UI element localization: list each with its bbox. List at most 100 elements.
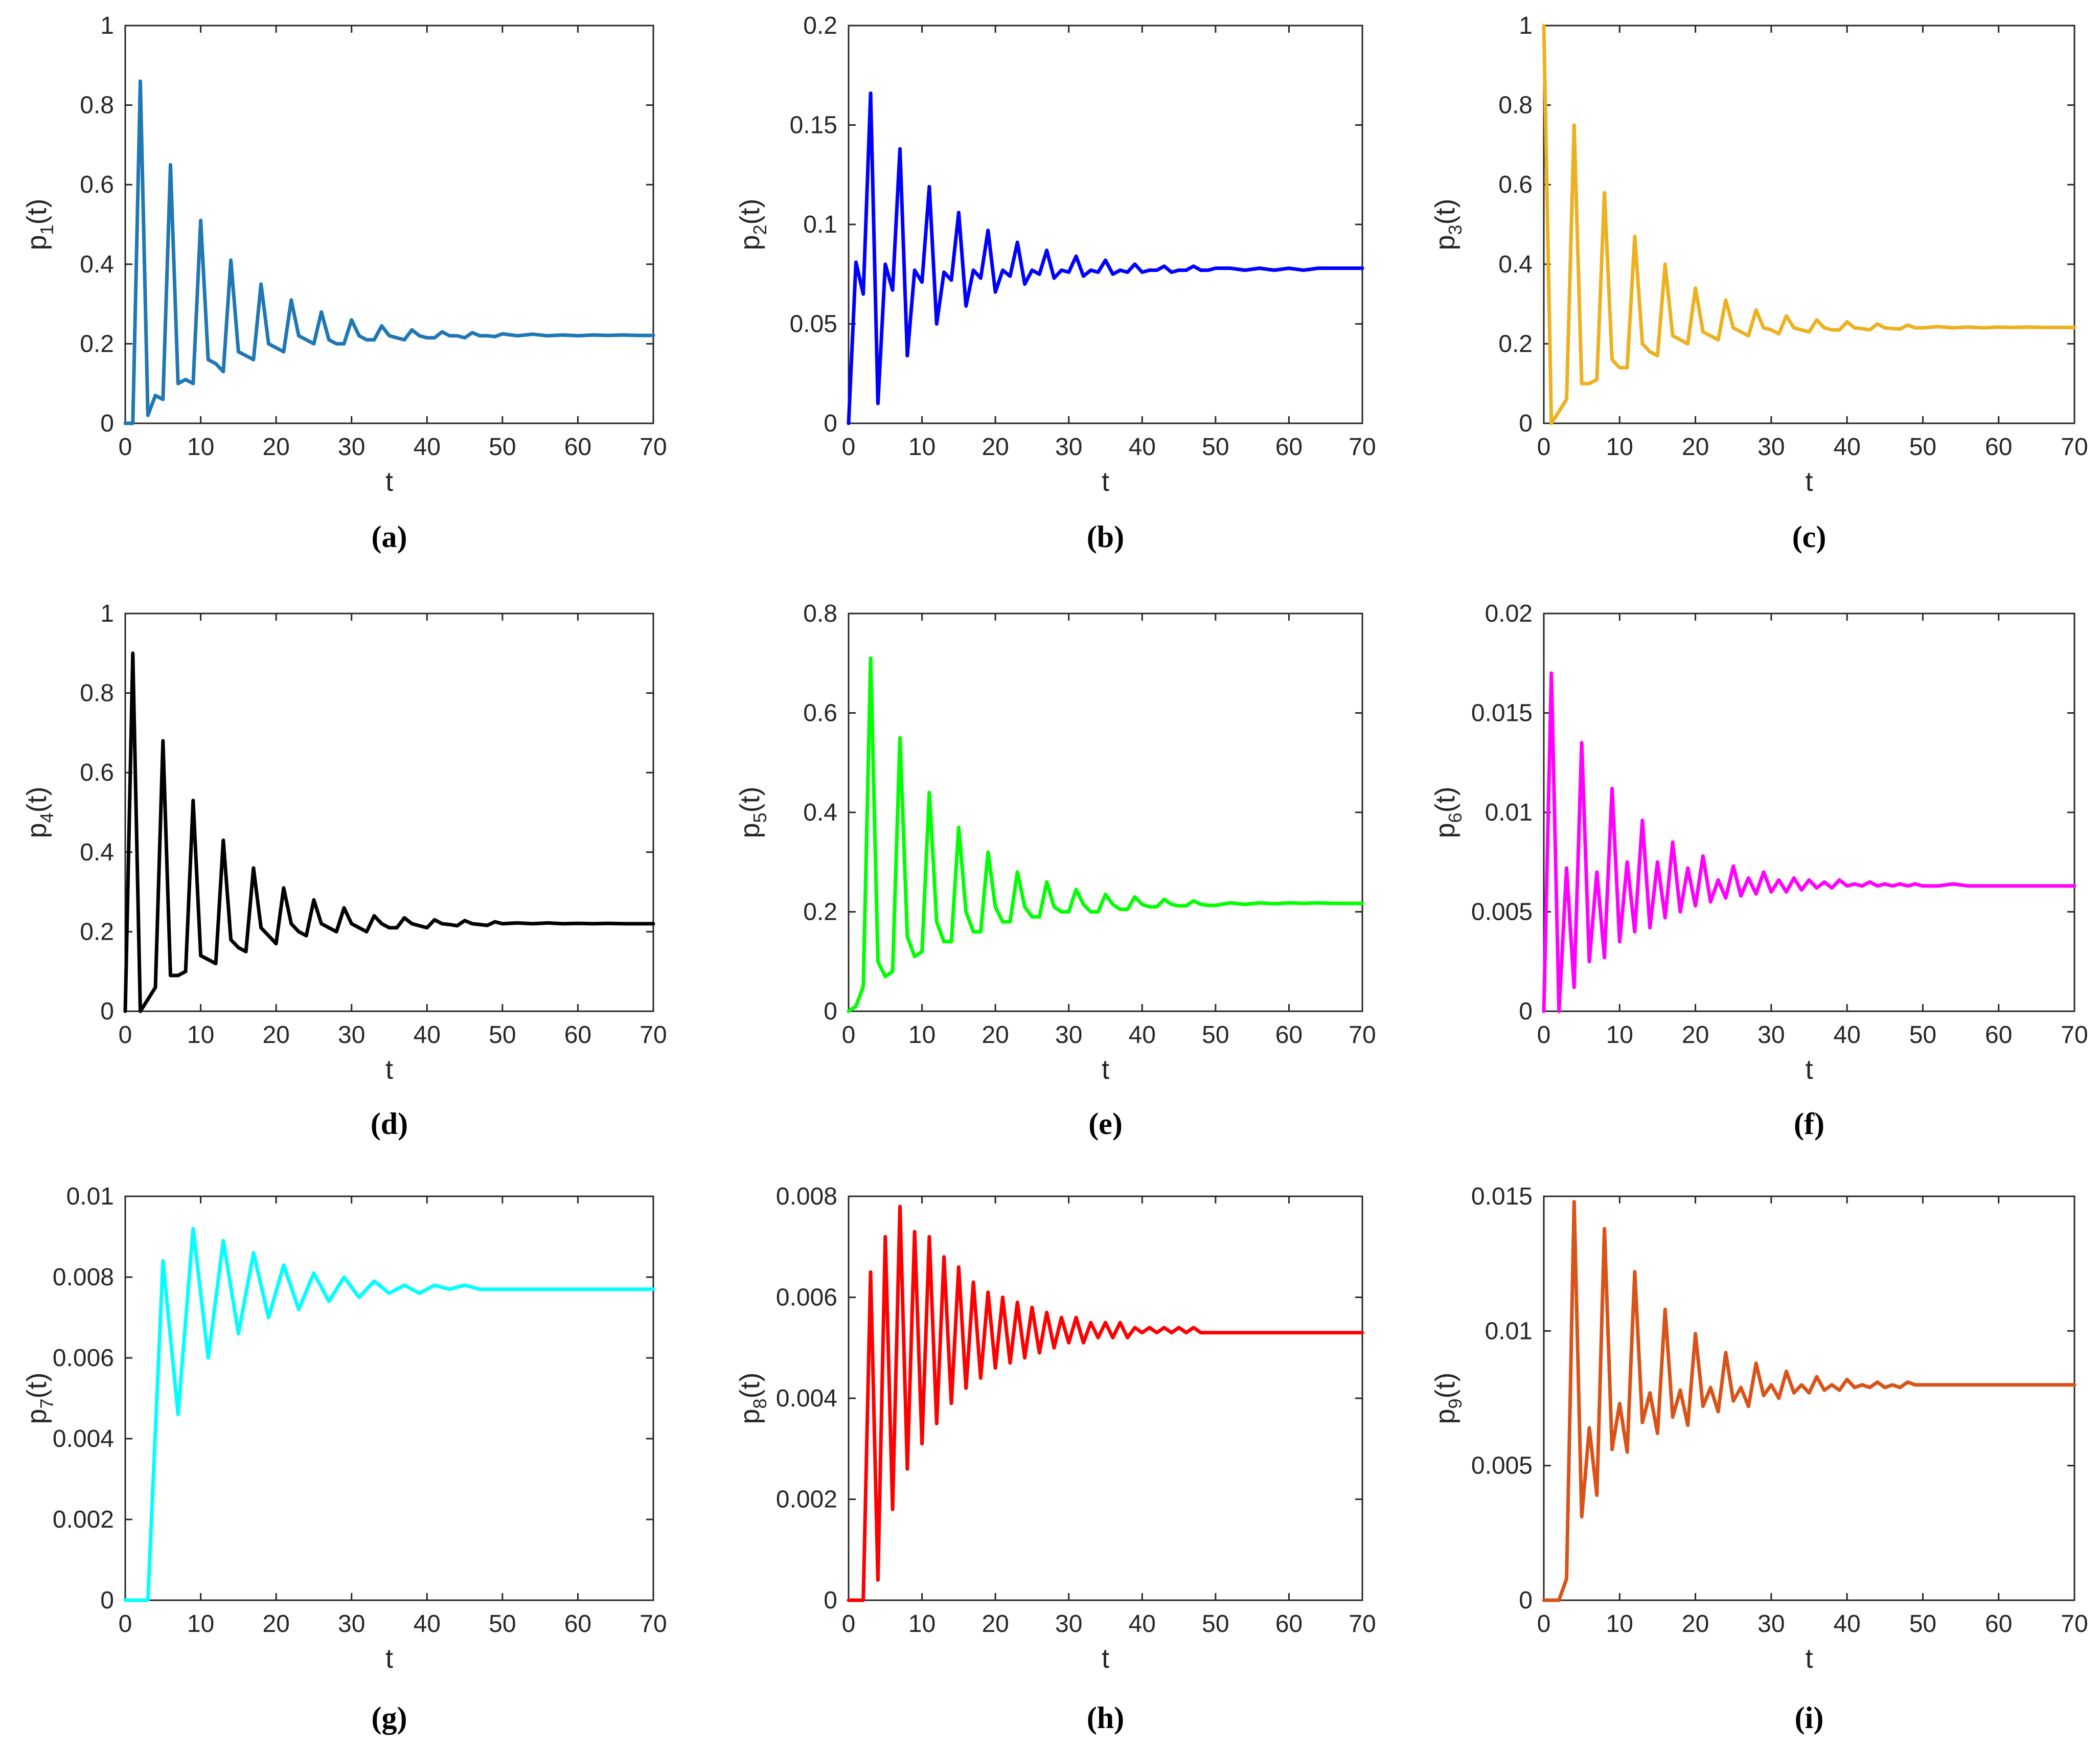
- x-tick-label: 50: [489, 1610, 516, 1638]
- y-tick-label: 0.02: [1485, 600, 1533, 627]
- x-tick-label: 10: [187, 1610, 214, 1638]
- y-tick-label: 0.6: [803, 700, 837, 727]
- x-tick-label: 20: [981, 1610, 1009, 1638]
- axes-box: [848, 612, 1363, 1012]
- x-axis-label: t: [385, 1643, 393, 1674]
- x-tick-label: 30: [338, 1610, 365, 1638]
- chart-panel-9: 0 10 20 30 40 50 60 70 0 0.005 0.01 0.015 t p9(t) (i): [1430, 1183, 2088, 1735]
- x-tick-label: 60: [564, 434, 591, 461]
- y-axis-label: p2(t): [735, 198, 770, 250]
- x-tick-label: 0: [1537, 1021, 1551, 1049]
- x-tick-label: 70: [640, 434, 667, 461]
- y-axis-label-base: p: [1430, 235, 1460, 250]
- y-tick-label: 0.01: [1485, 1318, 1533, 1345]
- y-tick-label: 0.015: [1471, 700, 1533, 727]
- y-tick-label: 0.006: [53, 1345, 114, 1372]
- y-tick-label: 0.004: [53, 1425, 114, 1452]
- y-tick-label: 0.4: [80, 839, 114, 866]
- y-tick-label: 0.01: [1485, 799, 1533, 826]
- y-tick-label: 0.4: [1498, 251, 1533, 278]
- x-axis-label: t: [385, 1054, 393, 1085]
- x-tick-label: 50: [489, 1021, 516, 1049]
- y-axis-label-base: p: [735, 235, 765, 250]
- x-tick-label: 50: [489, 434, 516, 461]
- panel-caption: (d): [371, 1107, 408, 1141]
- chart-panel-2: 0 10 20 30 40 50 60 70 0 0.05 0.1 0.15 0.2 t p2(t) (b): [735, 12, 1376, 554]
- y-axis-label-base: p: [1430, 823, 1460, 838]
- x-tick-label: 10: [187, 1021, 214, 1049]
- y-axis-label-tail: (t): [735, 1372, 765, 1398]
- y-tick-label: 0: [100, 410, 114, 437]
- panel-caption: (g): [372, 1701, 407, 1735]
- x-tick-label: 40: [1129, 1610, 1156, 1638]
- y-tick-label: 0: [824, 1587, 837, 1614]
- x-tick-label: 30: [1757, 1610, 1785, 1638]
- x-tick-label: 70: [640, 1021, 667, 1049]
- y-axis-label: p3(t): [1430, 198, 1466, 250]
- panel-caption: (e): [1088, 1107, 1123, 1141]
- y-tick-label: 0.002: [53, 1506, 114, 1533]
- y-tick-label: 0.008: [53, 1264, 114, 1291]
- x-tick-label: 40: [414, 1021, 441, 1049]
- y-tick-label: 0.2: [80, 918, 114, 945]
- panel-caption: (i): [1795, 1701, 1824, 1735]
- x-tick-label: 30: [338, 434, 365, 461]
- x-tick-label: 40: [414, 434, 441, 461]
- y-axis-label-subscript: 4: [36, 812, 57, 823]
- x-tick-label: 30: [1757, 1021, 1785, 1049]
- x-tick-label: 20: [262, 434, 289, 461]
- y-tick-label: 1: [1519, 12, 1533, 39]
- x-tick-label: 10: [1606, 1610, 1633, 1638]
- y-tick-label: 0: [100, 1587, 114, 1614]
- x-tick-label: 60: [1275, 1021, 1303, 1049]
- axes-box: [848, 1195, 1363, 1601]
- y-tick-label: 0.005: [1471, 899, 1533, 926]
- x-tick-label: 70: [1349, 1610, 1376, 1638]
- y-tick-label: 0.004: [776, 1385, 837, 1412]
- chart-panel-6: 0 10 20 30 40 50 60 70 0 0.005 0.01 0.015 0.02 t p6(t)…: [1430, 600, 2088, 1141]
- y-tick-label: 0.6: [80, 759, 114, 786]
- y-tick-label: 0.002: [776, 1486, 837, 1513]
- x-tick-label: 10: [1606, 1021, 1633, 1049]
- y-axis-label-subscript: 6: [1445, 812, 1466, 823]
- x-tick-label: 30: [1055, 1610, 1082, 1638]
- y-axis-label-tail: (t): [21, 1372, 52, 1398]
- x-tick-label: 60: [1275, 1610, 1303, 1638]
- y-tick-label: 0.005: [1471, 1452, 1533, 1480]
- axes-box: [1543, 25, 2075, 424]
- panel-caption: (a): [372, 520, 407, 554]
- y-axis-label-tail: (t): [21, 198, 52, 224]
- x-tick-label: 10: [1606, 434, 1633, 461]
- x-tick-label: 70: [2061, 1610, 2088, 1638]
- y-tick-label: 0.6: [80, 171, 114, 198]
- y-axis-label: p8(t): [735, 1372, 770, 1424]
- y-tick-label: 0.8: [80, 92, 114, 119]
- y-axis-label-subscript: 8: [749, 1398, 770, 1409]
- y-axis-label-tail: (t): [735, 198, 765, 224]
- y-tick-label: 0: [1519, 410, 1533, 437]
- y-axis-label-subscript: 3: [1445, 224, 1466, 235]
- axes-box: [1543, 1195, 2075, 1601]
- y-tick-label: 0.8: [803, 600, 837, 627]
- x-tick-label: 10: [908, 1021, 935, 1049]
- x-axis-label: t: [1805, 1054, 1813, 1085]
- y-axis-label-tail: (t): [21, 786, 52, 812]
- y-axis-label-base: p: [1430, 1409, 1460, 1424]
- x-tick-label: 0: [119, 434, 132, 461]
- series-line-p2(t): [847, 91, 1364, 425]
- panel-caption: (h): [1087, 1701, 1124, 1735]
- y-tick-label: 0.6: [1498, 171, 1533, 198]
- y-axis-label-subscript: 9: [1445, 1398, 1466, 1409]
- x-axis-label: t: [1805, 466, 1813, 497]
- chart-panel-5: 0 10 20 30 40 50 60 70 0 0.2 0.4 0.6 0.8 t p5(t) (e): [735, 600, 1376, 1141]
- panel-caption: (b): [1087, 520, 1124, 554]
- chart-panel-7: 0 10 20 30 40 50 60 70 0 0.002 0.004 0.006 0.008 0.01…: [21, 1183, 667, 1735]
- series-line-p8(t): [847, 1205, 1364, 1602]
- x-tick-label: 50: [1202, 1610, 1229, 1638]
- y-axis-label-subscript: 5: [749, 812, 770, 823]
- series-line-p3(t): [1542, 24, 2076, 425]
- x-axis-label: t: [385, 466, 393, 497]
- y-tick-label: 0.4: [803, 799, 837, 826]
